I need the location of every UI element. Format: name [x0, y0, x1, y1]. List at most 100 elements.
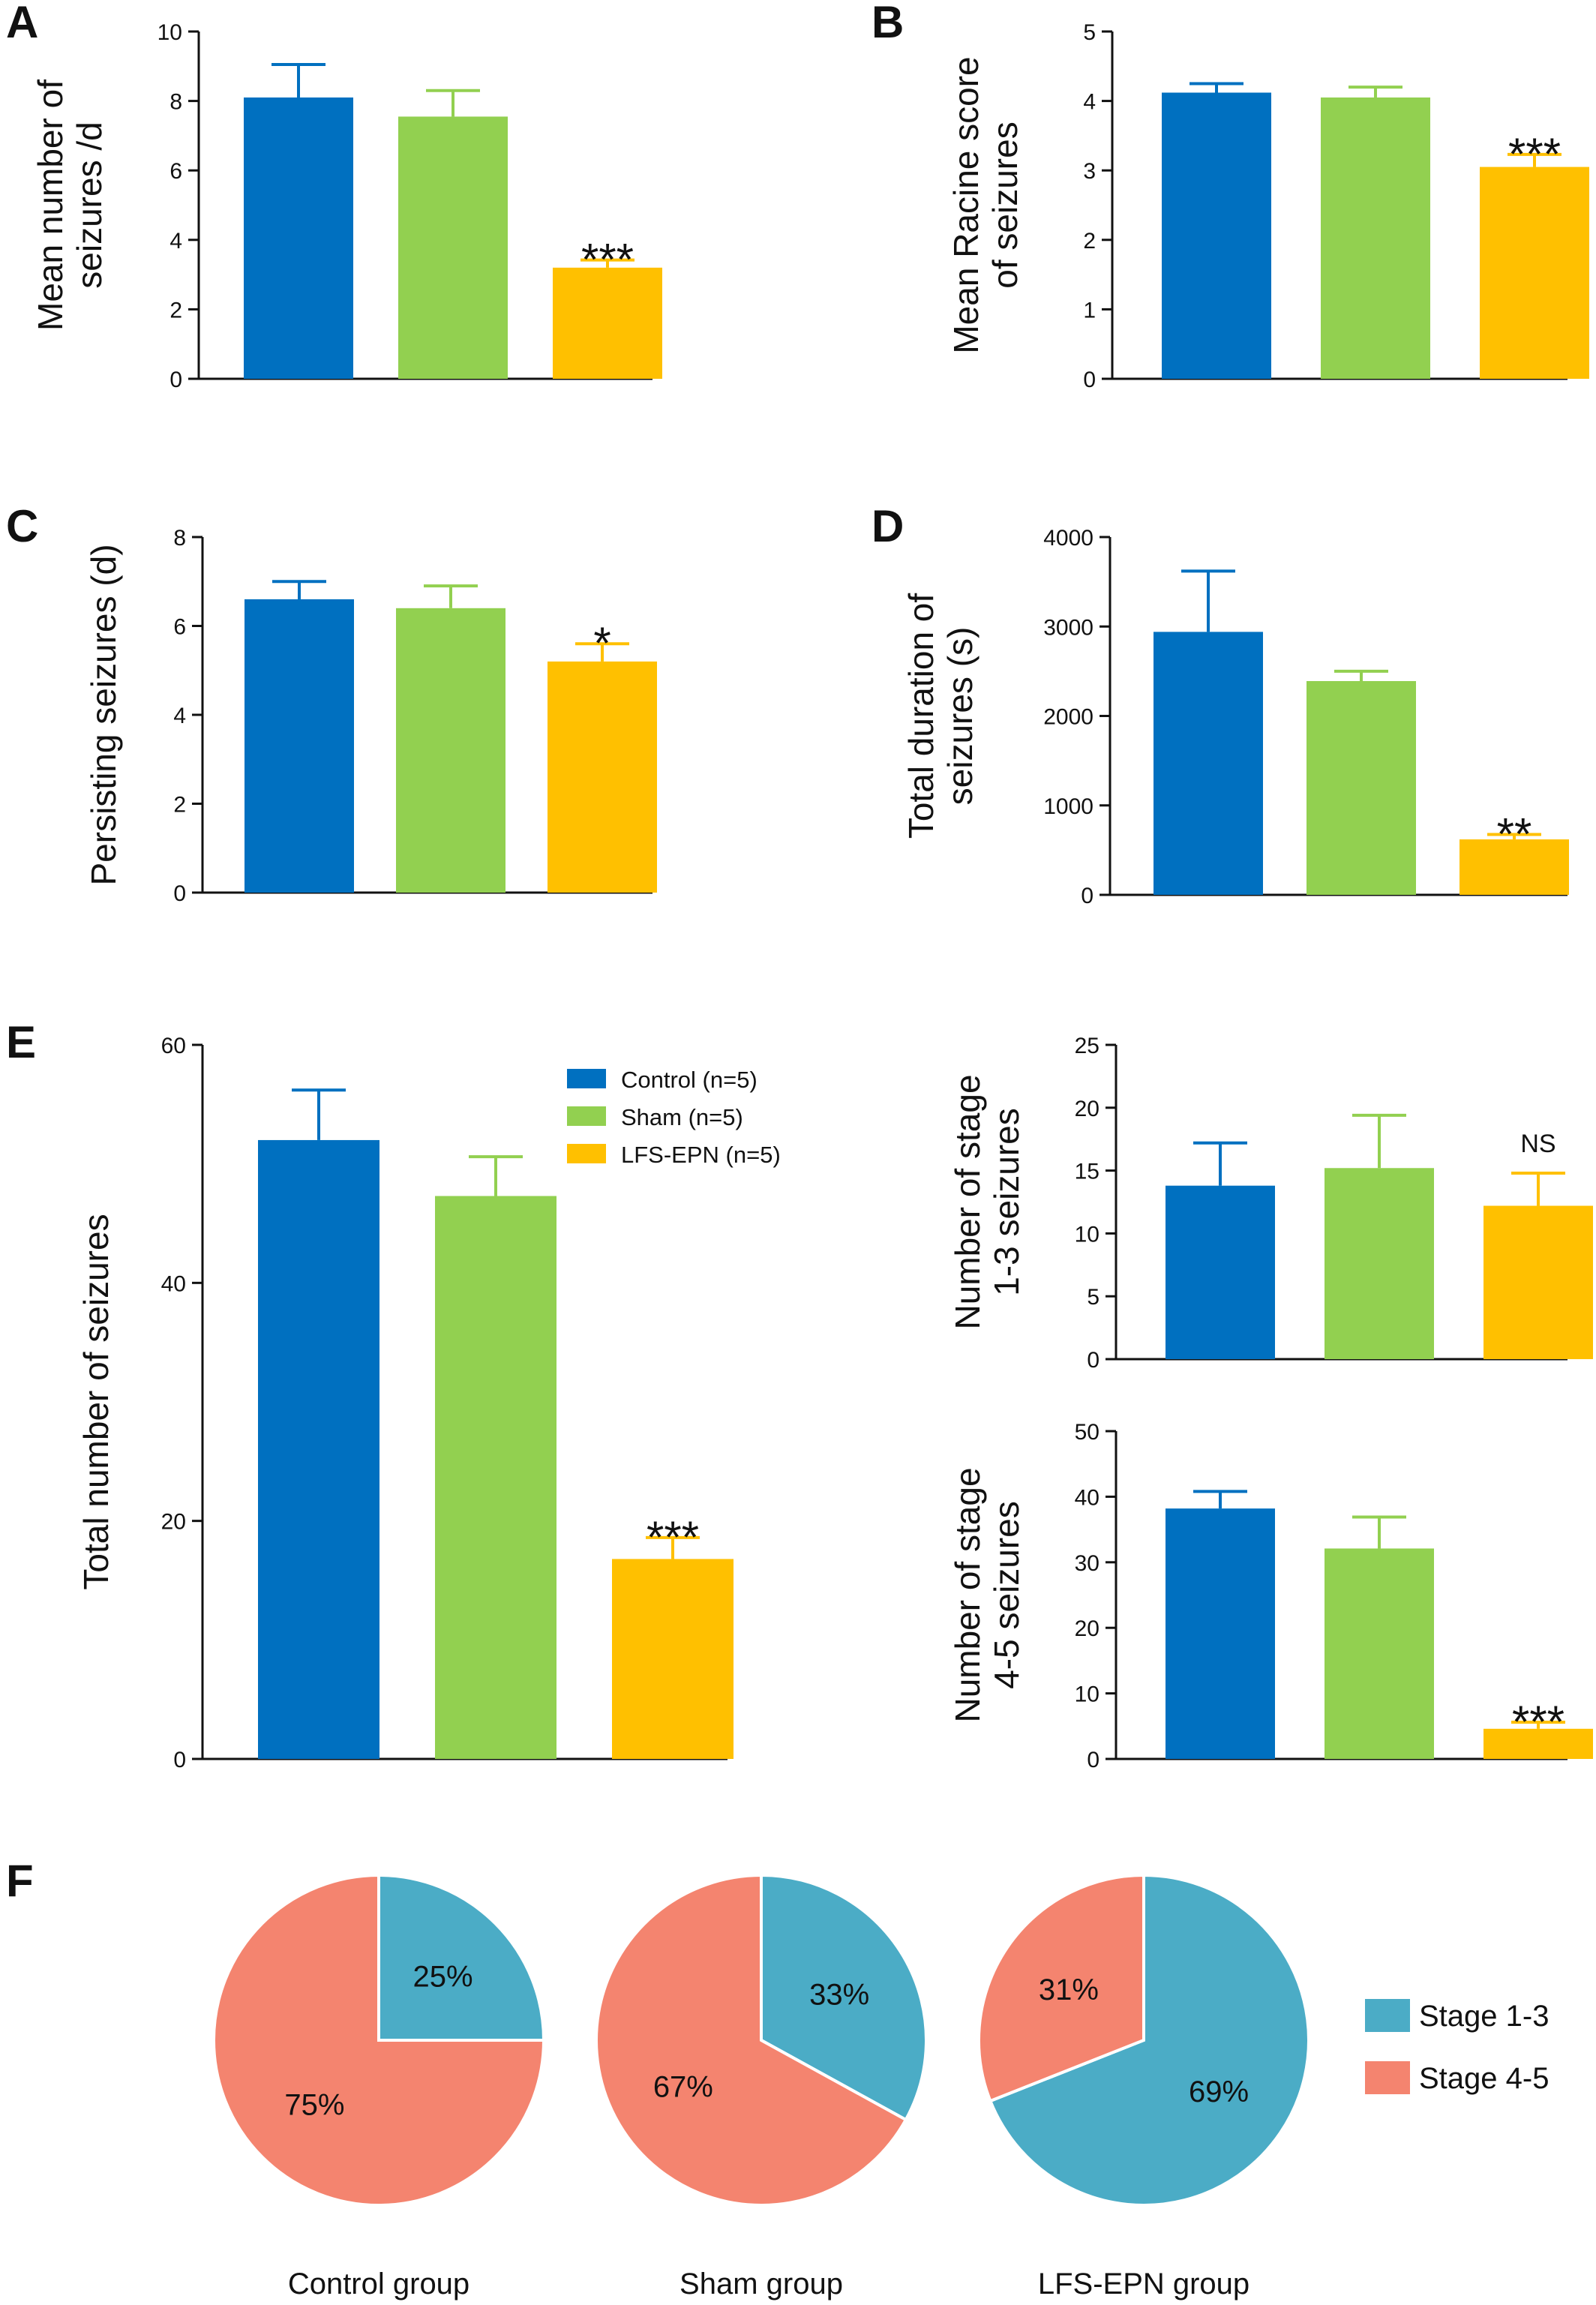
y-tick-label: 5 [1087, 1285, 1100, 1310]
y-axis-label: Total duration of [902, 593, 940, 839]
significance-marker: *** [646, 1512, 699, 1562]
pie-legend: Stage 1-3 Stage 4-5 [1365, 1999, 1549, 2095]
legend-label-sham: Sham (n=5) [621, 1104, 743, 1130]
pie-slice-label: 25% [413, 1960, 473, 1993]
y-tick-label: 0 [173, 881, 186, 906]
bar-control [1166, 1185, 1275, 1359]
y-tick-label: 0 [1081, 884, 1094, 908]
bar-chart-a: 0 2 4 6 8 10 *** Mean number of seizures /d [31, 20, 662, 392]
legend-label-lfs-epn: LFS-EPN (n=5) [621, 1142, 781, 1168]
pie-slice-label: 31% [1039, 1973, 1099, 2006]
y-tick-label: 4 [170, 229, 182, 254]
pie-slice-label: 67% [653, 2071, 713, 2104]
y-tick-label: 0 [1087, 1748, 1100, 1772]
y-axis-label: seizures (s) [940, 627, 980, 806]
bar-lfs-epn [1484, 1205, 1593, 1359]
bar-sham [1324, 1548, 1434, 1759]
pie-charts-f: 25% 75% Control group 33% 67% Sham group 69% 31… [212, 1873, 1310, 2300]
pie-caption-lfs-epn: LFS-EPN group [1038, 2267, 1250, 2300]
y-tick-label: 25 [1075, 1034, 1100, 1058]
bar-chart-e-stage-4-5: 0 10 20 30 40 50 *** Number of stage 4-5 seizure… [948, 1420, 1593, 1772]
y-tick-label: 1 [1083, 298, 1096, 323]
bar-chart-e-stage-1-3: 0 5 10 15 20 25 NS Number of stage 1-3 seizures [948, 1034, 1593, 1373]
pie-slice-control-stage-1-3 [377, 1873, 546, 2042]
bar-control [1162, 92, 1271, 379]
legend-swatch-lfs-epn [567, 1144, 606, 1163]
bar-sham [1324, 1168, 1434, 1359]
bar-sham [1306, 680, 1416, 895]
significance-marker: NS [1520, 1130, 1556, 1158]
bar-lfs-epn [553, 267, 662, 379]
y-axis-label: Mean number of [31, 80, 70, 331]
bar-control [258, 1139, 380, 1759]
pie-legend-label-stage-1-3: Stage 1-3 [1419, 2000, 1549, 2033]
pie-slice-sham-stage-1-3 [760, 1873, 928, 2122]
bar-control [244, 97, 353, 379]
y-tick-label: 10 [1075, 1222, 1100, 1247]
y-tick-label: 6 [170, 159, 182, 184]
y-axis-label: Mean Racine score [946, 56, 986, 353]
bar-lfs-epn [1480, 167, 1589, 379]
y-tick-label: 0 [173, 1748, 186, 1772]
y-axis-label: Total number of seizures [76, 1214, 116, 1589]
bar-chart-e-total: 0 20 40 60 *** Total number of seizures [76, 1034, 734, 1772]
bar-legend: Control (n=5) Sham (n=5) LFS-EPN (n=5) [567, 1067, 781, 1168]
bar-sham [1321, 97, 1430, 379]
y-tick-label: 2 [170, 298, 182, 323]
y-tick-label: 2000 [1043, 705, 1094, 730]
y-tick-label: 0 [1087, 1348, 1100, 1373]
y-tick-label: 15 [1075, 1160, 1100, 1184]
pie-legend-swatch-stage-4-5 [1365, 2061, 1410, 2094]
y-tick-label: 4000 [1043, 526, 1094, 551]
pie-caption-control: Control group [288, 2267, 470, 2300]
y-tick-label: 20 [1075, 1616, 1100, 1641]
panel-letter-b: B [872, 0, 904, 47]
legend-swatch-sham [567, 1106, 606, 1126]
y-tick-label: 3000 [1043, 615, 1094, 640]
y-tick-label: 0 [170, 368, 182, 392]
bar-lfs-epn [1460, 839, 1569, 895]
y-axis-label: seizures /d [70, 122, 109, 288]
y-tick-label: 3 [1083, 159, 1096, 184]
bar-sham [396, 608, 506, 893]
pie-caption-sham: Sham group [680, 2267, 843, 2300]
pie-slice-lfs-epn-stage-4-5 [977, 1873, 1145, 2103]
y-tick-label: 0 [1083, 368, 1096, 392]
bar-lfs-epn [1484, 1728, 1593, 1759]
bar-control [244, 599, 354, 893]
panel-letter-d: D [872, 501, 904, 551]
pie-slice-label: 69% [1189, 2075, 1249, 2108]
bar-chart-c: 0 2 4 6 8 * Persisting seizures (d) [84, 526, 657, 906]
bar-chart-d: 0 1000 2000 3000 4000 ** Total duration of seiz… [902, 526, 1569, 908]
panel-letter-c: C [6, 501, 38, 551]
significance-marker: *** [1508, 129, 1561, 179]
pie-slice-sham-stage-4-5 [595, 1873, 908, 2207]
y-tick-label: 60 [161, 1034, 186, 1058]
y-tick-label: 4 [1083, 90, 1096, 115]
bar-chart-b: 0 1 2 3 4 5 *** Mean Racine score of seizures [946, 20, 1589, 392]
pie-legend-swatch-stage-1-3 [1365, 1999, 1410, 2032]
y-tick-label: 50 [1075, 1420, 1100, 1445]
bar-control [1154, 632, 1263, 895]
y-tick-label: 2 [1083, 229, 1096, 254]
y-axis-label: of seizures [986, 122, 1024, 288]
y-tick-label: 4 [173, 704, 186, 728]
pie-slice-lfs-epn-stage-1-3 [988, 1873, 1310, 2207]
y-axis-label: 1-3 seizures [987, 1108, 1026, 1296]
panel-letter-e: E [6, 1017, 36, 1067]
legend-swatch-control [567, 1069, 606, 1088]
y-tick-label: 10 [1075, 1682, 1100, 1707]
significance-marker: * [593, 618, 610, 668]
pie-slice-control-stage-4-5 [212, 1873, 546, 2207]
significance-marker: *** [581, 235, 634, 285]
y-tick-label: 2 [173, 793, 186, 818]
legend-label-control: Control (n=5) [621, 1067, 758, 1093]
y-tick-label: 8 [170, 90, 182, 115]
y-tick-label: 6 [173, 615, 186, 640]
y-tick-label: 20 [1075, 1097, 1100, 1121]
y-tick-label: 40 [161, 1271, 186, 1296]
bar-lfs-epn [612, 1559, 734, 1759]
bar-control [1166, 1508, 1275, 1759]
panel-letter-a: A [6, 0, 38, 47]
